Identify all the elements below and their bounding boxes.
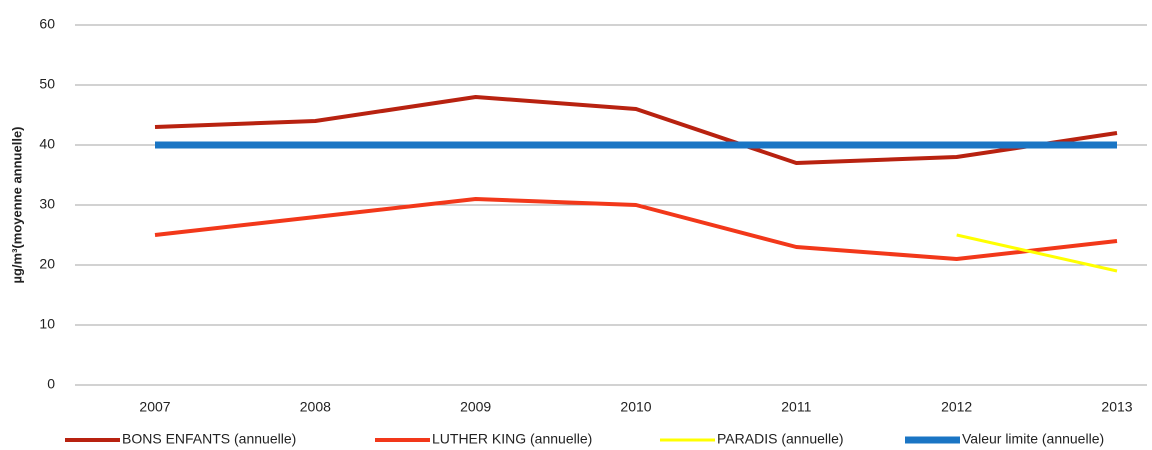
x-tick-label: 2009 xyxy=(460,399,491,415)
y-tick-label: 50 xyxy=(39,76,55,92)
y-tick-label: 0 xyxy=(47,376,55,392)
y-tick-label: 10 xyxy=(39,316,55,332)
line-series xyxy=(154,197,1118,261)
y-tick-label: 20 xyxy=(39,256,55,272)
y-tick-label: 30 xyxy=(39,196,55,212)
legend-label: Valeur limite (annuelle) xyxy=(962,431,1104,447)
y-axis-label: µg/m³(moyenne annuelle) xyxy=(9,126,24,283)
x-tick-label: 2007 xyxy=(139,399,170,415)
x-tick-label: 2010 xyxy=(620,399,651,415)
x-tick-label: 2013 xyxy=(1101,399,1132,415)
x-tick-label: 2012 xyxy=(941,399,972,415)
line-series xyxy=(956,233,1118,273)
legend-label: PARADIS (annuelle) xyxy=(717,431,844,447)
y-tick-label: 40 xyxy=(39,136,55,152)
line-series xyxy=(154,95,1118,165)
y-tick-label: 60 xyxy=(39,16,55,32)
x-tick-label: 2011 xyxy=(781,399,811,415)
x-tick-label: 2008 xyxy=(300,399,331,415)
legend-label: BONS ENFANTS (annuelle) xyxy=(122,431,296,447)
legend-label: LUTHER KING (annuelle) xyxy=(432,431,592,447)
